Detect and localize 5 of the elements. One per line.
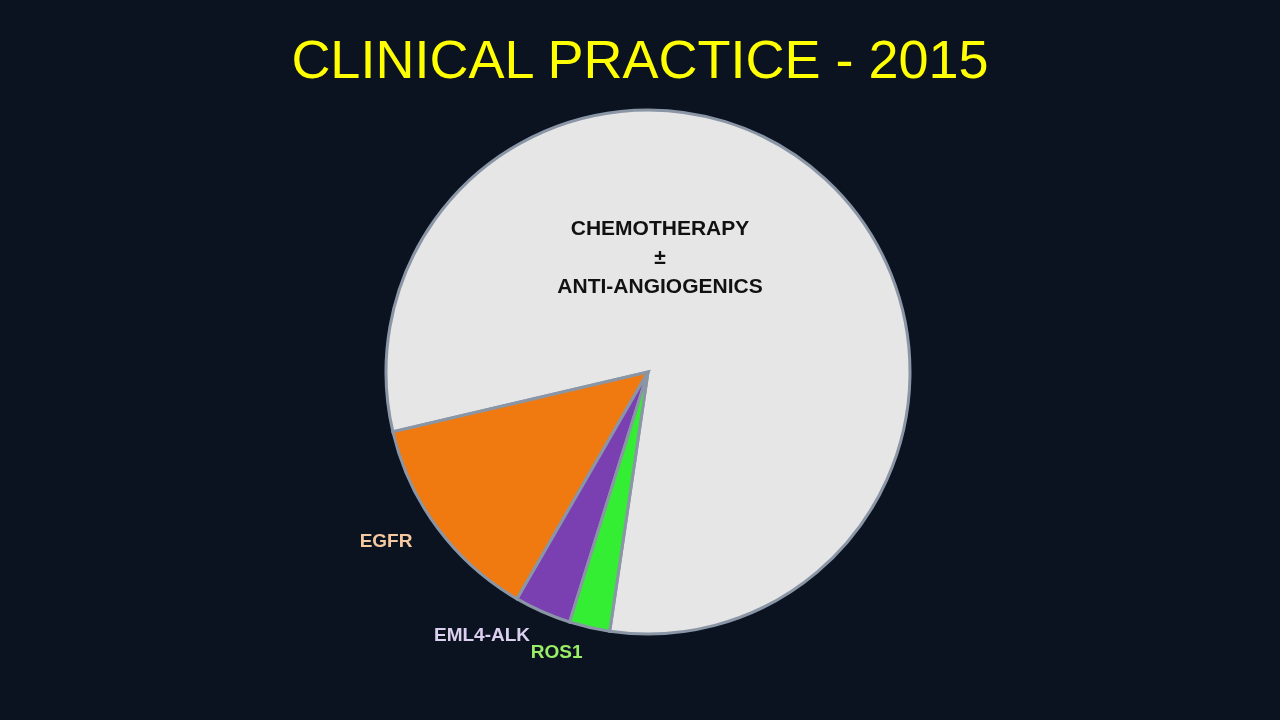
slice-label: ROS1 <box>530 641 583 663</box>
slice-label: EML4-ALK <box>433 623 531 645</box>
slice-label: CHEMOTHERAPY ± ANTI-ANGIOGENICS <box>557 216 763 297</box>
slice-label: EGFR <box>359 529 413 551</box>
chart-title: CLINICAL PRACTICE - 2015 <box>291 29 989 89</box>
